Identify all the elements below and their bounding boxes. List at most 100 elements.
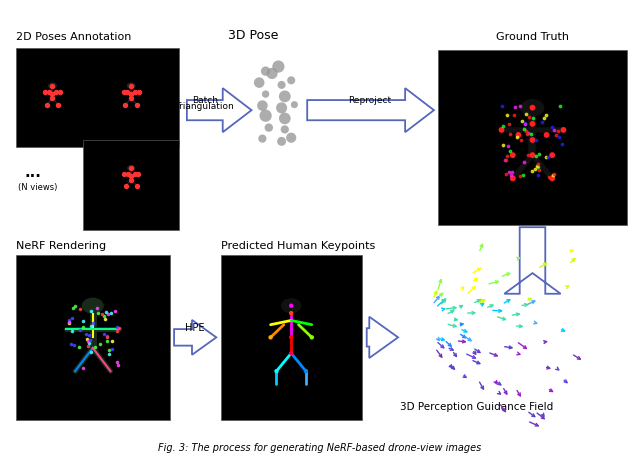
Point [260,90,271,98]
Point [102,311,113,318]
Point [499,141,509,149]
Point [508,151,518,159]
Point [126,164,136,172]
Point [499,157,509,164]
Point [78,364,88,372]
Point [555,102,565,109]
Point [506,171,516,178]
Point [527,136,538,144]
Point [64,317,74,324]
Point [99,330,109,337]
Point [517,118,527,125]
Point [497,103,508,110]
Point [42,101,52,108]
Point [276,138,287,145]
Point [101,308,111,315]
Point [129,170,140,177]
Point [527,167,537,174]
Point [551,132,561,139]
Point [280,126,290,133]
Point [126,172,136,179]
Point [107,345,117,353]
Point [503,142,513,150]
Text: 3D Perception Guidance Field: 3D Perception Guidance Field [400,402,553,412]
Point [68,341,79,348]
Point [102,333,112,340]
Point [547,175,557,182]
Point [126,82,136,90]
Text: (N views): (N views) [18,183,58,192]
Point [276,81,287,89]
Point [84,336,95,344]
Text: ...: ... [24,165,41,179]
Point [548,170,559,178]
FancyBboxPatch shape [16,48,179,147]
Point [126,95,136,102]
Circle shape [128,166,134,171]
Text: Ground Truth: Ground Truth [496,32,569,42]
Point [527,151,538,159]
Point [500,171,511,178]
FancyArrow shape [187,88,252,132]
Point [544,173,554,180]
Point [286,309,296,317]
FancyBboxPatch shape [438,50,627,225]
FancyArrow shape [367,317,398,358]
Point [122,88,132,95]
Point [77,323,88,330]
Point [126,90,136,98]
Text: HPE: HPE [186,323,205,333]
Point [541,131,552,139]
Point [552,127,563,134]
Point [68,304,78,312]
Point [527,104,538,112]
Point [280,115,290,122]
Point [88,319,98,327]
Point [541,111,551,118]
Point [520,120,530,127]
Point [84,340,94,347]
Text: NeRF Rendering: NeRF Rendering [16,241,106,251]
Point [548,171,558,179]
Point [286,350,296,357]
FancyBboxPatch shape [16,255,170,420]
Point [548,126,559,134]
Point [131,182,141,190]
Point [530,165,540,172]
Point [51,88,61,95]
Point [557,140,568,148]
FancyBboxPatch shape [221,255,362,420]
Point [104,350,115,358]
Point [55,88,65,95]
Point [524,129,534,136]
Circle shape [127,83,135,89]
Point [532,164,543,171]
Point [533,172,543,179]
FancyArrow shape [504,227,561,294]
Point [523,151,533,159]
Point [543,153,554,160]
Point [558,126,568,134]
Point [547,151,557,159]
Point [301,368,311,375]
Point [280,93,290,100]
Text: 2D Poses Annotation: 2D Poses Annotation [16,32,131,42]
Point [515,173,525,180]
Point [502,152,512,160]
Point [286,77,296,84]
Point [123,170,133,177]
Text: Predicted Human Keypoints: Predicted Human Keypoints [221,241,375,251]
Point [534,167,544,174]
Point [104,347,115,354]
Point [102,337,113,345]
Point [507,168,517,175]
Point [133,170,143,177]
Point [528,115,538,122]
Point [67,327,77,335]
Point [267,70,277,77]
Point [86,323,96,330]
Point [511,134,522,141]
Point [554,133,564,140]
Point [515,102,525,109]
Point [525,131,536,138]
